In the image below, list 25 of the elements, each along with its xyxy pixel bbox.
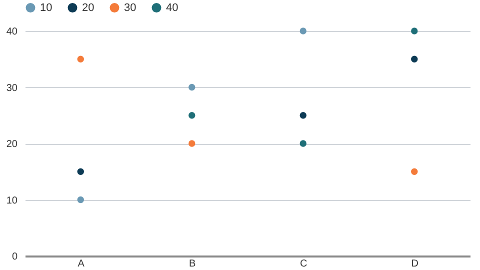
x-tick-label: C	[300, 258, 308, 270]
x-tick-label: D	[411, 258, 418, 270]
point	[188, 84, 196, 91]
legend-label: 30	[124, 2, 136, 14]
point	[411, 28, 418, 34]
legend-label: 10	[40, 2, 52, 14]
y-tick-label: 30	[6, 82, 18, 94]
point	[300, 112, 306, 119]
point	[77, 56, 84, 62]
legend-label: 20	[82, 2, 94, 14]
point	[411, 56, 418, 62]
y-tick-label: 10	[6, 195, 18, 206]
legend-label: 40	[166, 2, 178, 14]
point	[77, 196, 84, 204]
point	[188, 140, 196, 147]
point	[300, 28, 306, 34]
point	[411, 168, 418, 175]
y-tick-label: 0	[12, 252, 18, 262]
x-tick-label: B	[189, 258, 196, 270]
point	[300, 140, 306, 147]
y-tick-label: 20	[6, 139, 18, 150]
x-tick-label: A	[78, 258, 85, 270]
point	[77, 168, 84, 175]
point	[188, 112, 196, 119]
y-tick-label: 40	[6, 26, 18, 38]
